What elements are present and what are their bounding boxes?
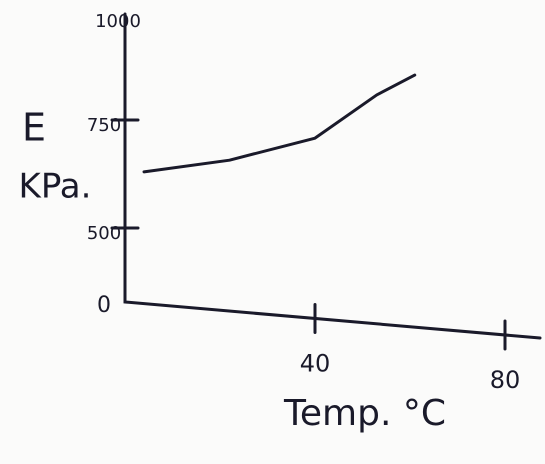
x-tick-label: 40 — [300, 349, 331, 377]
y-tick-label: 0 — [97, 293, 111, 318]
y-tick-label: 750 — [87, 115, 121, 136]
axes — [125, 14, 540, 338]
y-tick-label: 500 — [87, 223, 121, 244]
y-tick-label: 1000 — [95, 11, 141, 32]
x-tick-label: 80 — [490, 366, 521, 394]
chart: E KPa. Temp. °C 0 500 750 1000 40 80 — [0, 0, 545, 464]
y-axis-label: E — [22, 106, 46, 150]
x-axis-label: Temp. °C — [283, 393, 446, 434]
line — [144, 75, 415, 172]
y-axis-unit: KPa. — [19, 167, 92, 207]
page: {"chart_data": {"type": "line", "y_label… — [0, 0, 545, 464]
